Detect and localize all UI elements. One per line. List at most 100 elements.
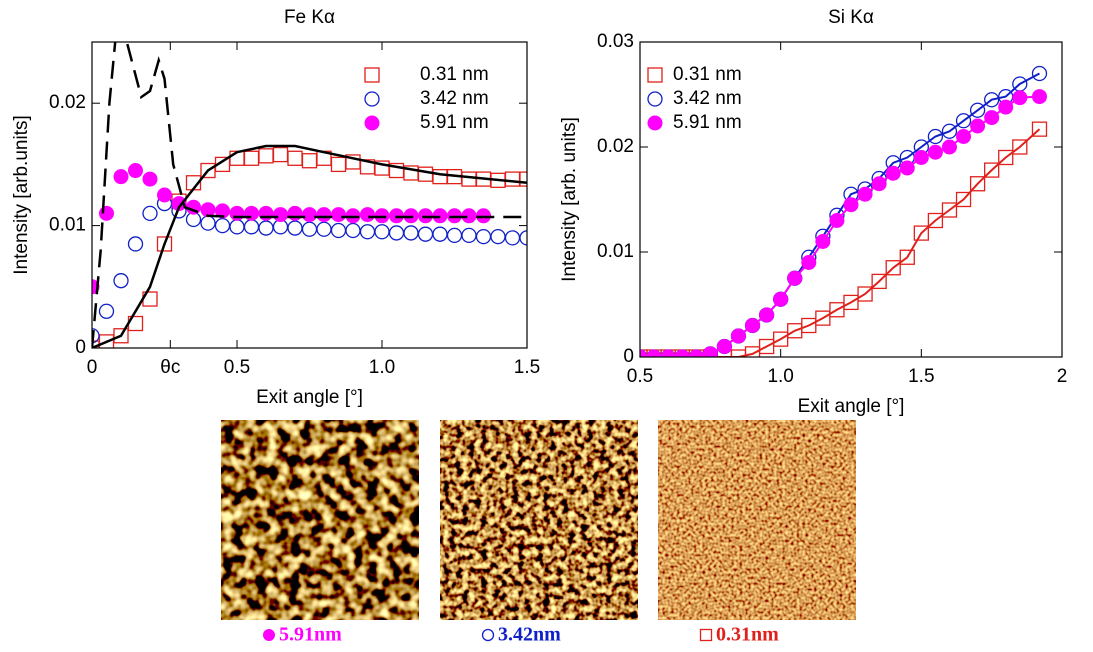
- marker: [858, 187, 872, 201]
- image-caption: 3.42nm: [498, 624, 561, 646]
- marker: [419, 227, 433, 241]
- marker: [303, 222, 317, 236]
- x-tick-label: 2: [1057, 366, 1068, 387]
- afm-image: [440, 420, 638, 620]
- chart-title: Fe Kα: [284, 7, 335, 28]
- x-tick-label: 1.0: [369, 357, 395, 378]
- marker: [462, 172, 476, 186]
- marker: [259, 149, 273, 163]
- marker: [274, 148, 288, 162]
- marker: [187, 200, 201, 214]
- legend-label: 0.31 nm: [420, 64, 489, 85]
- x-tick-label: 1.5: [908, 366, 934, 387]
- marker: [900, 161, 914, 175]
- marker: [201, 216, 215, 230]
- x-tick-label: θc: [160, 357, 180, 378]
- marker: [703, 347, 717, 361]
- marker: [317, 222, 331, 236]
- marker: [365, 68, 379, 82]
- marker: [259, 221, 273, 235]
- marker: [259, 206, 273, 220]
- afm-image: [658, 420, 856, 620]
- marker: [886, 166, 900, 180]
- chart-title: Si Kα: [828, 7, 874, 28]
- marker: [1013, 91, 1027, 105]
- marker: [448, 228, 462, 242]
- afm-image: [221, 420, 419, 620]
- image-caption: 5.91nm: [279, 624, 342, 646]
- y-tick-label: 0.02: [597, 136, 634, 157]
- marker: [143, 172, 157, 186]
- marker: [419, 167, 433, 181]
- marker: [462, 228, 476, 242]
- marker: [506, 172, 520, 186]
- legend-label: 0.31 nm: [673, 64, 742, 85]
- marker: [361, 208, 375, 222]
- marker: [942, 140, 956, 154]
- x-axis-label: Exit angle [°]: [256, 387, 363, 408]
- marker: [802, 256, 816, 270]
- marker: [433, 227, 447, 241]
- marker: [404, 226, 418, 240]
- x-tick-label: 1.0: [767, 366, 793, 387]
- marker: [230, 220, 244, 234]
- marker: [245, 151, 259, 165]
- marker: [288, 151, 302, 165]
- marker: [1032, 90, 1046, 104]
- marker: [985, 111, 999, 125]
- marker: [129, 164, 143, 178]
- marker: [216, 219, 230, 233]
- y-tick-label: 0.01: [49, 215, 86, 236]
- marker: [433, 170, 447, 184]
- marker: [648, 92, 662, 106]
- y-tick-label: 0: [75, 337, 86, 358]
- marker: [844, 198, 858, 212]
- marker: [999, 100, 1013, 114]
- marker: [332, 157, 346, 171]
- marker: [288, 206, 302, 220]
- marker: [332, 223, 346, 237]
- x-tick-label: 0: [87, 357, 98, 378]
- legend-label: 5.91 nm: [673, 112, 742, 133]
- marker: [914, 151, 928, 165]
- x-tick-label: 0.5: [627, 366, 653, 387]
- marker: [746, 319, 760, 333]
- marker: [264, 630, 275, 641]
- marker: [303, 154, 317, 168]
- marker: [332, 208, 346, 222]
- marker: [506, 231, 520, 245]
- marker: [317, 208, 331, 222]
- marker: [788, 271, 802, 285]
- marker: [648, 116, 662, 130]
- x-tick-label: 1.5: [514, 357, 540, 378]
- marker: [957, 130, 971, 144]
- marker: [760, 308, 774, 322]
- y-tick-label: 0.01: [597, 241, 634, 262]
- marker: [928, 145, 942, 159]
- y-axis-label: Intensity [arb.units]: [11, 115, 32, 274]
- marker: [143, 206, 157, 220]
- marker: [375, 225, 389, 239]
- marker: [731, 329, 745, 343]
- legend-label: 5.91 nm: [420, 112, 489, 133]
- marker: [701, 630, 712, 641]
- marker: [100, 304, 114, 318]
- marker: [361, 225, 375, 239]
- plot-area: [85, 0, 534, 355]
- figure: Fe Kα Exit angle [°] Intensity [arb.units]…: [0, 0, 1093, 647]
- y-tick-label: 0.03: [597, 31, 634, 52]
- legend-label: 3.42 nm: [673, 88, 742, 109]
- x-axis-label: Exit angle [°]: [798, 396, 905, 417]
- marker: [390, 226, 404, 240]
- series-line: [640, 129, 1040, 357]
- marker: [365, 116, 379, 130]
- marker: [129, 237, 143, 251]
- marker: [114, 274, 128, 288]
- x-tick-label: 0.5: [224, 357, 250, 378]
- marker: [274, 208, 288, 222]
- marker: [648, 68, 662, 82]
- marker: [114, 170, 128, 184]
- marker: [288, 221, 302, 235]
- y-axis-label: Intensity [arb. units]: [559, 117, 580, 282]
- y-tick-label: 0.02: [49, 92, 86, 113]
